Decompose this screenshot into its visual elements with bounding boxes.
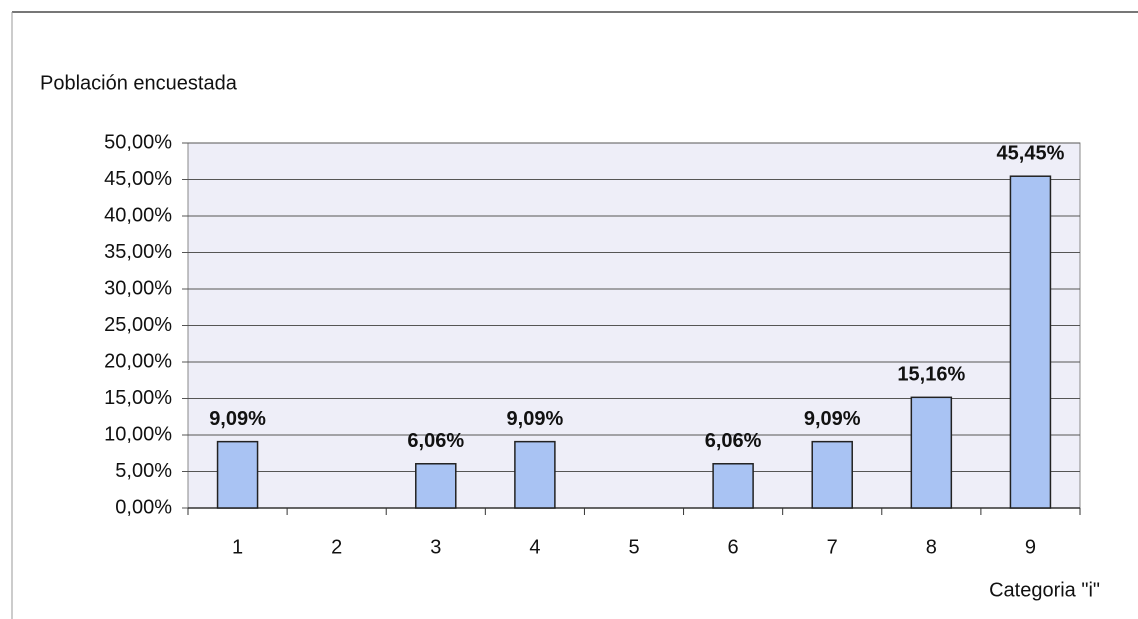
bar: [712, 463, 754, 509]
y-tick-label: 0,00%: [115, 496, 172, 518]
y-tick-label: 35,00%: [104, 241, 172, 263]
bar: [514, 440, 556, 509]
bar: [216, 440, 259, 509]
x-tick-label: 8: [926, 536, 937, 558]
y-tick-label: 30,00%: [104, 277, 172, 299]
bar: [811, 440, 853, 509]
data-label: 9,09%: [507, 408, 564, 430]
bar: [910, 396, 953, 509]
x-tick-label: 6: [728, 536, 739, 558]
data-label: 45,45%: [997, 142, 1065, 164]
x-tick-label: 2: [331, 536, 342, 558]
bar: [415, 463, 457, 509]
data-label: 6,06%: [407, 430, 464, 452]
x-tick-label: 3: [430, 536, 441, 558]
x-tick-label: 7: [827, 536, 838, 558]
y-tick-label: 50,00%: [104, 131, 172, 153]
x-tick-label: 9: [1025, 536, 1036, 558]
x-tick-label: 1: [232, 536, 243, 558]
chart-title: Población encuestada: [40, 72, 238, 94]
y-tick-label: 25,00%: [104, 314, 172, 336]
y-tick-label: 10,00%: [104, 423, 172, 445]
x-tick-label: 5: [628, 536, 639, 558]
y-tick-label: 20,00%: [104, 350, 172, 372]
y-tick-label: 15,00%: [104, 387, 172, 409]
data-label: 15,16%: [897, 364, 965, 386]
y-tick-label: 5,00%: [115, 460, 172, 482]
y-tick-label: 40,00%: [104, 204, 172, 226]
data-label: 9,09%: [209, 408, 266, 430]
x-axis-label: Categoria "i": [989, 579, 1100, 601]
x-tick-label: 4: [529, 536, 540, 558]
data-label: 9,09%: [804, 408, 861, 430]
data-label: 6,06%: [705, 430, 762, 452]
y-tick-label: 45,00%: [104, 168, 172, 190]
bar: [1009, 175, 1052, 509]
